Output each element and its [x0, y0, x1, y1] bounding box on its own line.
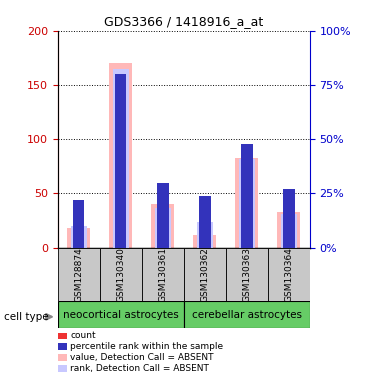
Bar	[241, 144, 253, 248]
Bar	[184, 301, 310, 328]
Bar	[73, 200, 85, 248]
Bar	[75, 239, 82, 248]
Bar	[159, 238, 167, 248]
Bar	[157, 183, 168, 248]
Bar	[243, 239, 250, 248]
Bar	[239, 159, 255, 248]
Text: percentile rank within the sample: percentile rank within the sample	[70, 342, 224, 351]
Text: GSM130361: GSM130361	[158, 247, 167, 302]
Text: neocortical astrocytes: neocortical astrocytes	[63, 310, 178, 320]
Text: cell type: cell type	[4, 312, 48, 322]
Bar	[226, 248, 268, 301]
Bar	[99, 248, 142, 301]
Bar	[197, 222, 213, 248]
Bar	[277, 212, 301, 248]
Bar	[193, 235, 216, 248]
Bar	[115, 74, 127, 248]
Text: value, Detection Call = ABSENT: value, Detection Call = ABSENT	[70, 353, 214, 362]
Bar	[235, 158, 258, 248]
Text: GSM128874: GSM128874	[74, 247, 83, 302]
Bar	[109, 63, 132, 248]
Bar	[58, 248, 99, 301]
Bar	[70, 226, 86, 248]
Text: GSM130362: GSM130362	[200, 247, 209, 302]
Bar	[151, 204, 174, 248]
Text: count: count	[70, 331, 96, 341]
Text: GSM130364: GSM130364	[284, 247, 293, 302]
Bar	[142, 248, 184, 301]
Bar	[283, 189, 295, 248]
Bar	[58, 301, 184, 328]
Bar	[67, 228, 90, 248]
Text: cerebellar astrocytes: cerebellar astrocytes	[192, 310, 302, 320]
Bar	[184, 248, 226, 301]
Bar	[155, 207, 171, 248]
Bar	[112, 69, 129, 248]
Title: GDS3366 / 1418916_a_at: GDS3366 / 1418916_a_at	[104, 15, 263, 28]
Bar	[281, 214, 297, 248]
Bar	[117, 242, 124, 248]
Text: rank, Detection Call = ABSENT: rank, Detection Call = ABSENT	[70, 364, 209, 373]
Text: GSM130363: GSM130363	[242, 247, 251, 302]
Bar	[268, 248, 310, 301]
Text: GSM130340: GSM130340	[116, 247, 125, 302]
Bar	[285, 239, 293, 248]
Bar	[201, 240, 209, 248]
Bar	[199, 195, 211, 248]
